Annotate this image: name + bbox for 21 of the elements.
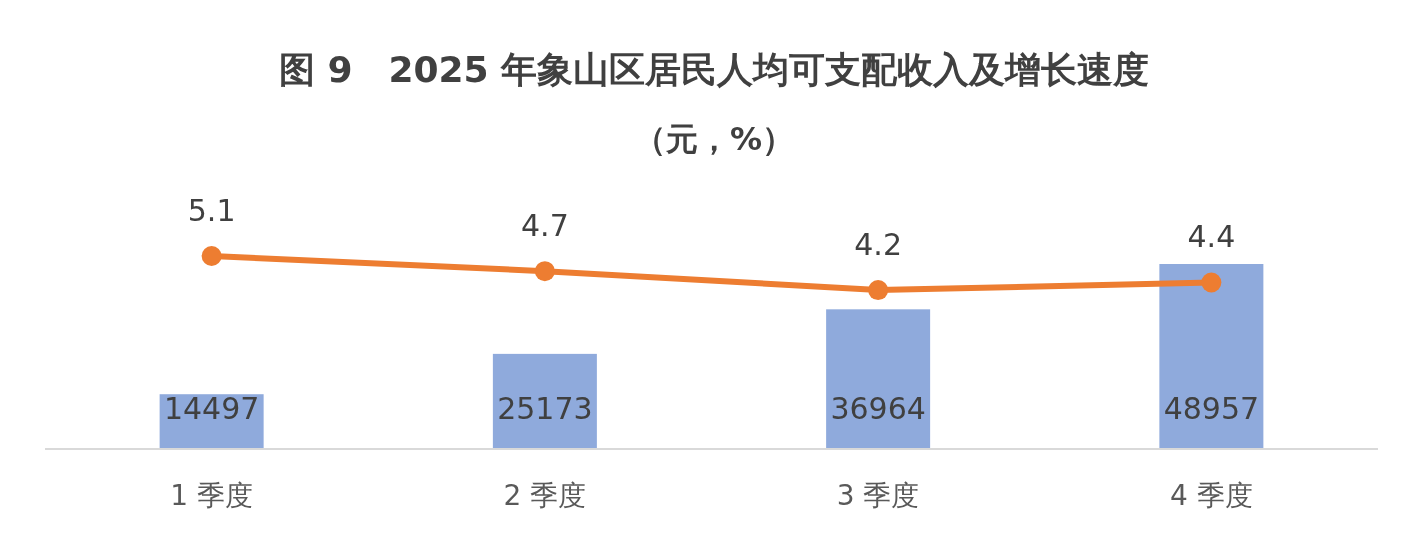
x-tick-label: 1 季度 bbox=[170, 479, 253, 512]
data-label: 36964 bbox=[830, 391, 926, 426]
x-tick-label: 4 季度 bbox=[1170, 479, 1253, 512]
point bbox=[201, 246, 222, 266]
point bbox=[534, 261, 555, 282]
point bbox=[1201, 272, 1222, 293]
bar bbox=[826, 309, 931, 449]
data-label: 4.2 bbox=[854, 227, 902, 263]
data-label: 4.4 bbox=[1187, 219, 1236, 255]
data-label: 5.1 bbox=[187, 193, 236, 228]
data-label: 48957 bbox=[1163, 391, 1260, 426]
data-label: 14497 bbox=[163, 391, 260, 426]
bar bbox=[1159, 264, 1264, 449]
data-label: 25173 bbox=[497, 391, 593, 426]
x-tick-label: 2 季度 bbox=[503, 479, 587, 512]
bar bbox=[492, 353, 597, 449]
data-label: 4.7 bbox=[521, 208, 569, 244]
point bbox=[868, 280, 889, 301]
chart-subtitle: （元，%） bbox=[633, 120, 795, 158]
chart-title: 图 9 2025 年象山区居民人均可支配收入及增长速度 bbox=[278, 49, 1150, 90]
x-tick-label: 3 季度 bbox=[836, 479, 920, 512]
